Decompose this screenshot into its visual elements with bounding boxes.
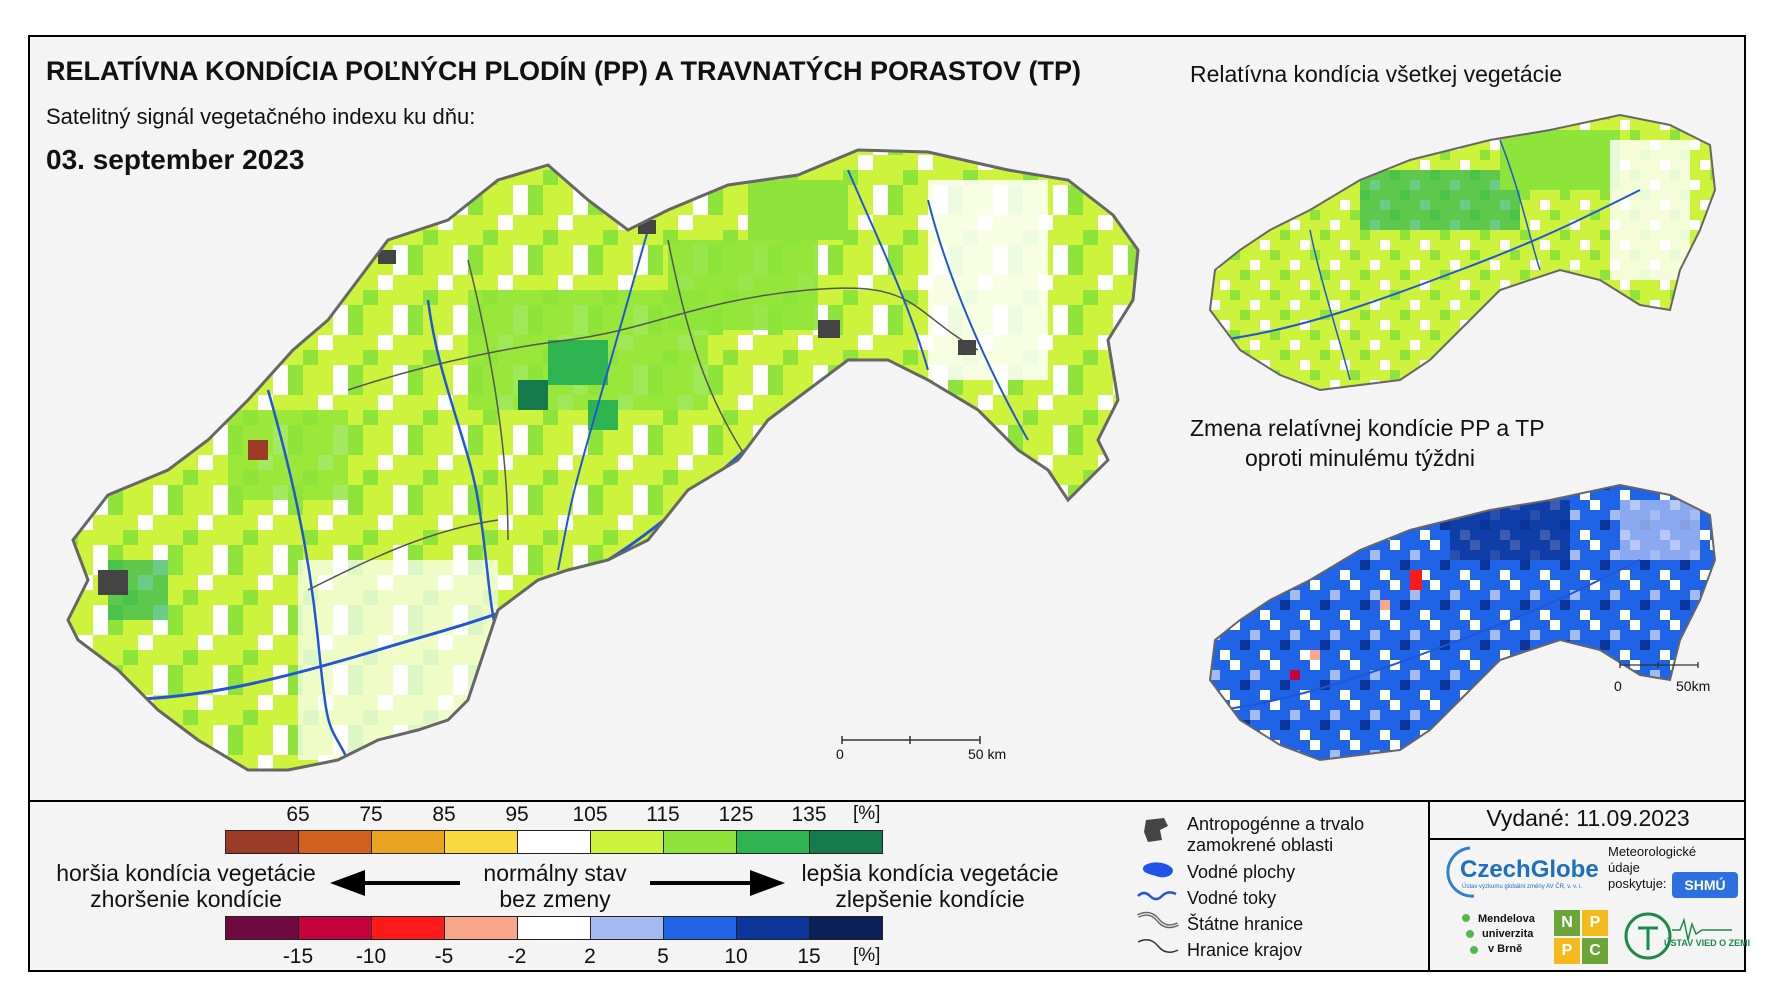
- condition-legend-swatch: [809, 830, 883, 854]
- condition-legend-swatch: [517, 830, 591, 854]
- condition-legend-swatch: [736, 830, 810, 854]
- legend-anthropogenic: Antropogénne a trvalo zamokrené oblasti: [1187, 814, 1364, 856]
- uvz-logo-icon: [1624, 912, 1732, 960]
- inset-scale-end: 50km: [1676, 678, 1711, 694]
- inset-map-change: [1209, 484, 1716, 761]
- map-date: 03. september 2023: [46, 144, 305, 175]
- condition-legend-swatch: [371, 830, 445, 854]
- change-legend-label: 10: [724, 945, 748, 968]
- meteo-text: Meteorologické údaje poskytuje:: [1608, 844, 1696, 892]
- change-legend-swatch: [809, 916, 883, 940]
- mendel-logo: Mendelova univerzita v Brně: [1478, 912, 1535, 957]
- change-legend-swatch: [298, 916, 372, 940]
- change-legend-swatch: [371, 916, 445, 940]
- nppc-n: N: [1554, 910, 1580, 936]
- legend-state-border: Štátne hranice: [1187, 914, 1304, 934]
- change-legend-swatch: [444, 916, 518, 940]
- condition-legend-label: 85: [432, 803, 456, 826]
- condition-legend-swatch: [663, 830, 737, 854]
- uvz-name: ÚSTAV VIED O ZEMI: [1664, 938, 1751, 948]
- anthropogenic-area-icon: [1144, 818, 1168, 842]
- czechglobe-logo: [1446, 846, 1475, 898]
- worse-text-1: horšia kondícia vegetácie: [56, 860, 316, 886]
- inset-bottom-title-1: Zmena relatívnej kondície PP a TP: [1190, 415, 1545, 441]
- mendel-text-2: univerzita: [1482, 928, 1534, 940]
- state-border-icon: [1137, 911, 1179, 929]
- mendel-text-3: v Brně: [1488, 943, 1523, 955]
- shmu-logo: SHMÚ: [1672, 872, 1738, 898]
- water-area-icon: [1142, 862, 1173, 878]
- better-text-1: lepšia kondícia vegetácie: [801, 860, 1059, 886]
- condition-legend-label: 135: [791, 803, 827, 826]
- legend-anthropogenic-2: zamokrené oblasti: [1187, 835, 1334, 855]
- inset-map-all-vegetation: [1209, 114, 1716, 391]
- arrow-right-icon: [650, 870, 785, 896]
- issued-date: Vydané: 11.09.2023: [1486, 805, 1690, 831]
- czechglobe-name: CzechGlobe: [1460, 856, 1599, 883]
- issued-divider: [1428, 800, 1430, 972]
- normal-text-2: bez zmeny: [499, 886, 611, 912]
- condition-legend-swatch: [298, 830, 372, 854]
- worse-text-2: zhoršenie kondície: [90, 886, 282, 912]
- map-title: RELATÍVNA KONDÍCIA POĽNÝCH PLODÍN (PP) A…: [46, 56, 1082, 86]
- change-legend-label: -2: [507, 945, 527, 968]
- mendel-dots: [1462, 912, 1478, 962]
- condition-legend-label: 115: [646, 803, 680, 826]
- main-scale-start: 0: [836, 746, 844, 762]
- inset-scale-bar: [1619, 662, 1699, 668]
- nppc-p2: P: [1554, 938, 1580, 964]
- condition-legend-label: 95: [505, 803, 529, 826]
- change-legend-swatch: [736, 916, 810, 940]
- better-text: lepšia kondícia vegetácie zlepšenie kond…: [790, 860, 1070, 912]
- legend-region-border: Hranice krajov: [1187, 940, 1303, 960]
- better-text-2: zlepšenie kondície: [835, 886, 1025, 912]
- change-legend-swatch: [517, 916, 591, 940]
- normal-text: normálny stav bez zmeny: [460, 860, 650, 912]
- meteo-text-3: poskytuje:: [1608, 876, 1667, 891]
- condition-legend-label: 65: [286, 803, 310, 826]
- nppc-c: C: [1582, 938, 1608, 964]
- meteo-text-1: Meteorologické: [1608, 844, 1697, 859]
- inset-scale-start: 0: [1614, 678, 1622, 694]
- condition-legend-unit: [%]: [853, 803, 881, 824]
- legend-rivers: Vodné toky: [1187, 888, 1277, 908]
- legend-water-areas: Vodné plochy: [1187, 862, 1296, 882]
- inset-bottom-title-2: oproti minulému týždni: [1244, 445, 1476, 471]
- condition-legend-label: 105: [572, 803, 608, 826]
- change-legend-swatch: [663, 916, 737, 940]
- map-subtitle: Satelitný signál vegetačného indexu ku d…: [46, 104, 476, 129]
- change-legend-label: 5: [657, 945, 669, 968]
- change-legend-label: 2: [584, 945, 596, 968]
- change-legend-label: -10: [355, 945, 387, 968]
- main-map: [66, 148, 1140, 772]
- condition-legend-label: 75: [359, 803, 383, 826]
- arrow-left-icon: [330, 870, 460, 896]
- czechglobe-subtitle: Ústav výzkumu globální změny AV ČR, v. v…: [1462, 884, 1583, 890]
- legend-divider: [28, 800, 1746, 802]
- change-legend-label: -5: [434, 945, 454, 968]
- condition-legend-swatch: [444, 830, 518, 854]
- issued-underline: [1430, 838, 1746, 840]
- condition-legend-label: 125: [718, 803, 754, 826]
- meteo-text-2: údaje: [1608, 860, 1640, 875]
- main-scale-end: 50 km: [968, 746, 1007, 762]
- change-legend-swatch: [590, 916, 664, 940]
- mendel-text-1: Mendelova: [1478, 913, 1535, 925]
- nppc-logo: N P P C: [1554, 910, 1608, 964]
- inset-top-title: Relatívna kondícia všetkej vegetácie: [1190, 61, 1563, 87]
- region-border-icon: [1137, 939, 1179, 953]
- change-legend-unit: [%]: [853, 945, 881, 966]
- change-legend-swatch: [225, 916, 299, 940]
- river-icon: [1137, 891, 1177, 901]
- nppc-p1: P: [1582, 910, 1608, 936]
- condition-legend-swatch: [225, 830, 299, 854]
- change-legend-label: -15: [282, 945, 314, 968]
- normal-text-1: normálny stav: [483, 860, 627, 886]
- change-legend-label: 15: [797, 945, 821, 968]
- worse-text: horšia kondícia vegetácie zhoršenie kond…: [46, 860, 326, 912]
- main-scale-bar: [841, 736, 981, 744]
- condition-legend-swatch: [590, 830, 664, 854]
- legend-anthropogenic-1: Antropogénne a trvalo: [1187, 814, 1365, 834]
